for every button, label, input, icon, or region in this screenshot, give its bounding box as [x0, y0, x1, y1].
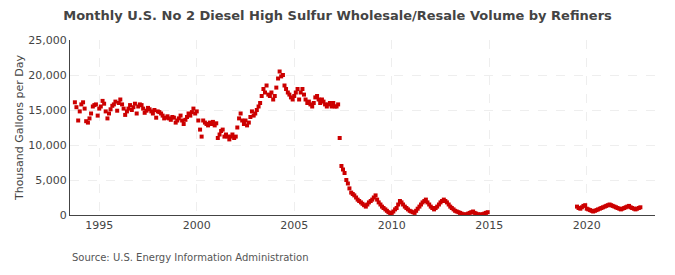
svg-text:25,000: 25,000	[28, 34, 67, 47]
svg-text:Thousand Gallons per Day: Thousand Gallons per Day	[13, 54, 26, 201]
svg-text:2005: 2005	[280, 219, 308, 232]
svg-text:2000: 2000	[183, 219, 211, 232]
svg-text:20,000: 20,000	[28, 69, 67, 82]
svg-text:15,000: 15,000	[28, 104, 67, 117]
svg-text:2015: 2015	[475, 219, 503, 232]
svg-text:0: 0	[60, 209, 67, 222]
svg-text:2020: 2020	[573, 219, 601, 232]
svg-text:1995: 1995	[85, 219, 113, 232]
svg-text:2010: 2010	[378, 219, 406, 232]
svg-text:Monthly U.S. No 2 Diesel High: Monthly U.S. No 2 Diesel High Sulfur Who…	[63, 8, 612, 23]
svg-text:5,000: 5,000	[35, 174, 67, 187]
svg-text:Source: U.S. Energy Informatio: Source: U.S. Energy Information Administ…	[72, 252, 309, 263]
svg-text:10,000: 10,000	[28, 139, 67, 152]
